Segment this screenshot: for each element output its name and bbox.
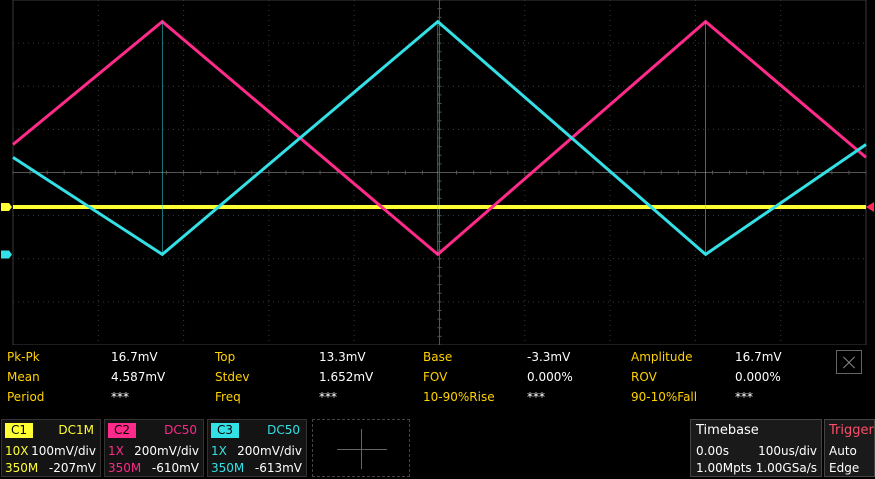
channel-2-box[interactable]: C2 DC50 1X 200mV/div 350M -610mV <box>104 419 204 477</box>
channel-2-coupling: DC50 <box>164 423 197 437</box>
channel-3-scale: 200mV/div <box>237 444 302 458</box>
channel-2-scale: 200mV/div <box>134 444 199 458</box>
measure-value: -3.3mV <box>527 350 571 364</box>
measure-value: 16.7mV <box>735 350 782 364</box>
timebase-title: Timebase <box>696 423 759 438</box>
trigger-box[interactable]: Trigger Auto Edge <box>824 419 875 477</box>
channel-1-bandwidth: 350M <box>5 461 39 475</box>
timebase-delay: 0.00s <box>696 444 729 458</box>
timebase-box[interactable]: Timebase 0.00s 100us/div 1.00Mpts 1.00GS… <box>690 419 822 477</box>
channel-3-marker-shape <box>1 250 12 259</box>
channel-2-offset: -610mV <box>151 461 199 475</box>
channel-3-bandwidth: 350M <box>211 461 245 475</box>
measure-label: Top <box>215 350 236 364</box>
channel-markers <box>1 202 874 259</box>
timebase-scale: 100us/div <box>758 444 817 458</box>
measure-value: *** <box>527 390 545 404</box>
measure-value: 1.652mV <box>319 370 374 384</box>
position-navigator[interactable] <box>312 419 410 477</box>
channel-2-probe: 1X <box>108 444 124 458</box>
channel-2-tag: C2 <box>108 423 137 438</box>
channel-2-bandwidth: 350M <box>108 461 142 475</box>
measurement-row: Pk-Pk 16.7mV Top 13.3mV Base -3.3mV Ampl… <box>0 347 830 367</box>
channel-3-offset: -613mV <box>254 461 302 475</box>
trigger-mode: Auto <box>829 444 857 458</box>
measurement-row: Period *** Freq *** 10-90%Rise *** 90-10… <box>0 387 830 407</box>
channel-1-probe: 10X <box>5 444 29 458</box>
channel-1-tag: C1 <box>5 423 34 438</box>
channel-1-marker <box>1 203 12 211</box>
trigger-level-marker <box>866 202 874 212</box>
channel-3-probe: 1X <box>211 444 227 458</box>
measure-label: ROV <box>631 370 657 384</box>
measure-value: 4.587mV <box>111 370 166 384</box>
channel-1-scale: 100mV/div <box>31 444 96 458</box>
trigger-type: Edge <box>829 461 860 475</box>
measurement-row: Mean 4.587mV Stdev 1.652mV FOV 0.000% RO… <box>0 367 830 387</box>
timebase-points: 1.00Mpts <box>696 461 752 475</box>
measure-label: 90-10%Fall <box>631 390 698 404</box>
measure-label: Stdev <box>215 370 250 384</box>
channel-1-box[interactable]: C1 DC1M 10X 100mV/div 350M -207mV <box>1 419 101 477</box>
measure-value: 16.7mV <box>111 350 158 364</box>
channel-1-marker-shape <box>1 203 12 211</box>
timebase-rate: 1.00GSa/s <box>755 461 817 475</box>
measure-label: Period <box>7 390 45 404</box>
measurement-panel: Pk-Pk 16.7mV Top 13.3mV Base -3.3mV Ampl… <box>0 347 830 411</box>
waveform-display[interactable] <box>0 0 875 345</box>
measure-label: Pk-Pk <box>7 350 40 364</box>
channel-3-box[interactable]: C3 DC50 1X 200mV/div 350M -613mV <box>207 419 307 477</box>
measure-label: 10-90%Rise <box>423 390 495 404</box>
measure-label: Base <box>423 350 453 364</box>
channel-3-marker <box>1 250 12 259</box>
measure-value: 0.000% <box>735 370 781 384</box>
measure-value: 13.3mV <box>319 350 366 364</box>
measure-label: FOV <box>423 370 448 384</box>
graticule <box>12 0 867 345</box>
measure-value: *** <box>319 390 337 404</box>
channel-3-tag: C3 <box>211 423 240 438</box>
measure-label: Freq <box>215 390 241 404</box>
channel-1-coupling: DC1M <box>58 423 94 437</box>
channel-3-coupling: DC50 <box>267 423 300 437</box>
measure-value: *** <box>735 390 753 404</box>
channel-1-offset: -207mV <box>48 461 96 475</box>
measure-label: Mean <box>7 370 40 384</box>
waveforms <box>12 19 867 257</box>
trigger-title: Trigger <box>829 423 874 438</box>
close-measurements-button[interactable] <box>836 350 862 374</box>
measure-value: *** <box>111 390 129 404</box>
measure-label: Amplitude <box>631 350 693 364</box>
measure-value: 0.000% <box>527 370 573 384</box>
